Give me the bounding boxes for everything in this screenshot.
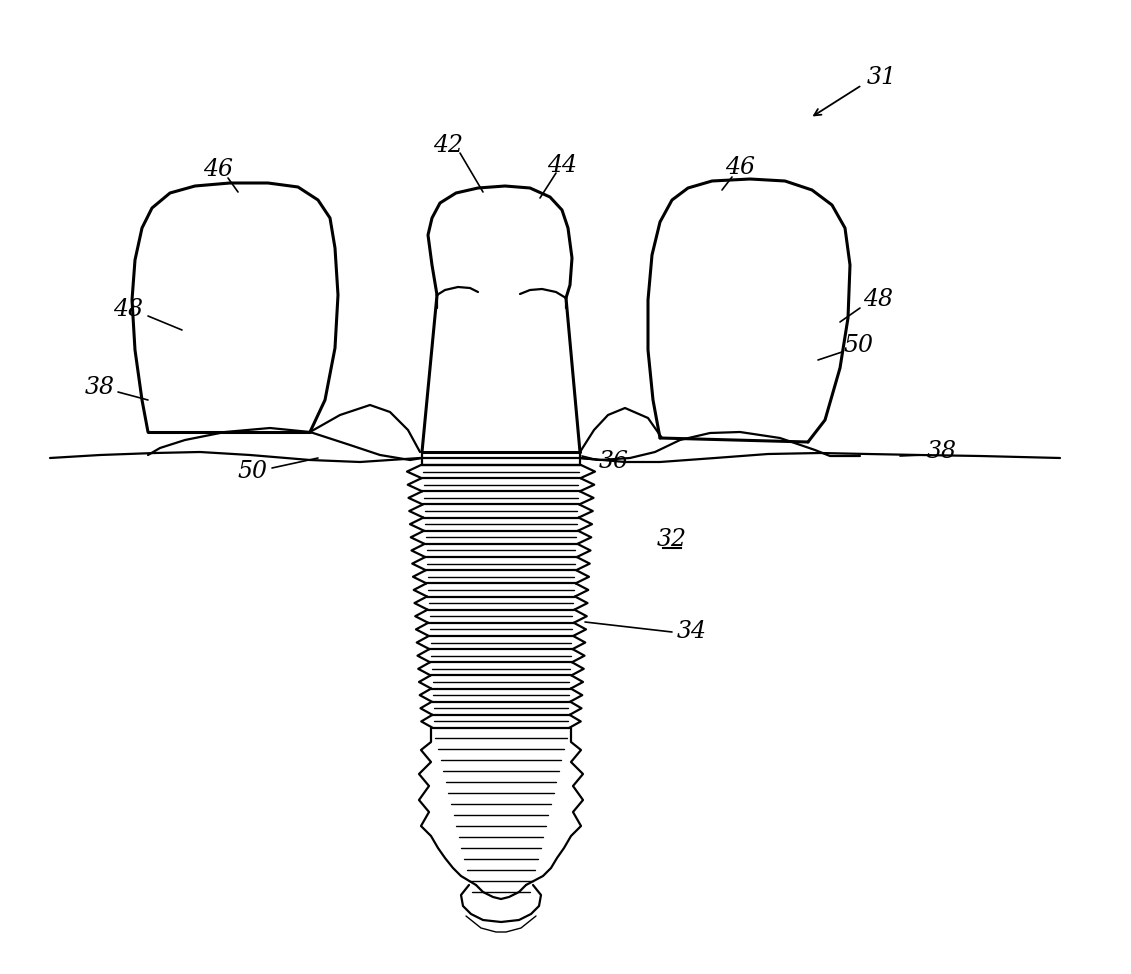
Text: 48: 48 (113, 298, 143, 321)
Text: 38: 38 (927, 440, 957, 464)
Text: 42: 42 (433, 133, 463, 157)
Text: 46: 46 (202, 159, 233, 181)
Text: 34: 34 (677, 620, 707, 644)
Text: 44: 44 (547, 154, 577, 176)
Text: 48: 48 (863, 288, 893, 312)
Text: 36: 36 (599, 451, 629, 473)
Text: 50: 50 (843, 334, 873, 357)
Text: 31: 31 (867, 66, 897, 90)
Text: 38: 38 (85, 377, 115, 399)
Text: 50: 50 (238, 461, 267, 483)
Text: 46: 46 (725, 157, 756, 179)
Text: 32: 32 (657, 529, 687, 551)
